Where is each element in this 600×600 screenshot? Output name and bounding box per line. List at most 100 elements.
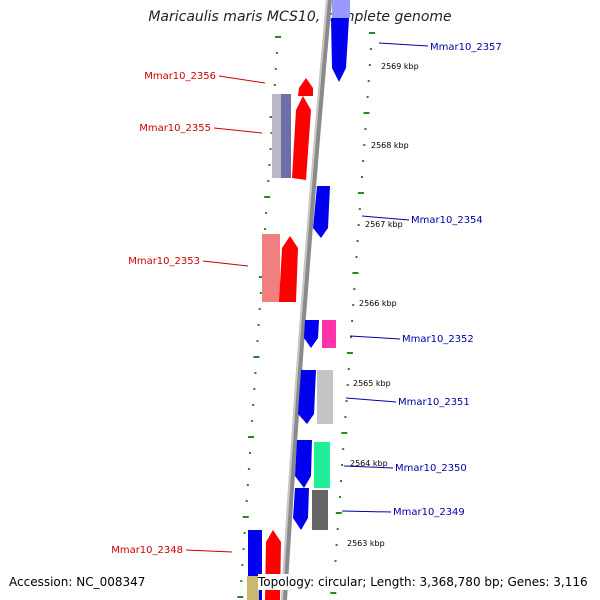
minor-tick [254, 372, 257, 374]
minor-tick [357, 224, 360, 226]
minor-tick [361, 176, 363, 178]
minor-tick [344, 416, 347, 418]
position-label: 2564 kbp [350, 459, 388, 468]
backbone-highlight [281, 0, 328, 600]
major-tick [357, 192, 364, 194]
topology-text: Topology: circular; Length: 3,368,780 bp… [258, 574, 590, 590]
minor-tick [249, 452, 251, 454]
minor-tick [270, 132, 273, 134]
gene-feature[interactable] [279, 236, 298, 302]
leader-line [349, 335, 401, 340]
minor-tick [368, 64, 371, 66]
major-tick [369, 32, 375, 34]
minor-tick [245, 500, 248, 502]
minor-tick [243, 532, 246, 534]
gene-feature[interactable] [295, 440, 312, 488]
position-label: 2566 kbp [359, 299, 397, 308]
minor-tick [334, 560, 337, 562]
major-tick [346, 352, 353, 354]
leader-line [361, 215, 410, 221]
minor-tick [351, 320, 354, 322]
minor-tick [369, 48, 372, 50]
gene-feature[interactable] [331, 18, 349, 82]
minor-tick [273, 84, 276, 86]
major-tick [264, 196, 271, 198]
major-tick [352, 272, 359, 274]
right-tick-ring [330, 32, 375, 594]
position-label: 2565 kbp [353, 379, 391, 388]
gene-label[interactable]: Mmar10_2354 [411, 215, 483, 226]
minor-tick [353, 288, 356, 290]
gene-label[interactable]: Mmar10_2352 [402, 334, 474, 345]
gene-feature[interactable] [332, 0, 350, 18]
genome-backbone [281, 0, 332, 600]
gene-label[interactable]: Mmar10_2349 [393, 507, 465, 518]
gene-feature[interactable] [262, 234, 280, 302]
minor-tick [366, 96, 369, 98]
minor-tick [352, 304, 355, 306]
major-tick [275, 36, 281, 38]
minor-tick [342, 448, 345, 450]
gene-feature[interactable] [314, 442, 330, 488]
minor-tick [350, 336, 352, 338]
minor-tick [336, 528, 339, 530]
minor-tick [367, 80, 370, 82]
gene-feature[interactable] [272, 94, 282, 178]
gene-label[interactable]: Mmar10_2356 [144, 71, 216, 82]
minor-tick [251, 420, 254, 422]
gene-feature[interactable] [312, 490, 328, 530]
major-tick [237, 596, 244, 598]
minor-tick [362, 160, 365, 162]
leader-line [213, 127, 263, 134]
minor-tick [341, 464, 344, 466]
gene-label[interactable]: Mmar10_2350 [395, 463, 467, 474]
leader-line [185, 549, 233, 553]
leader-line [202, 260, 249, 267]
gene-label[interactable]: Mmar10_2353 [128, 256, 200, 267]
minor-tick [335, 544, 338, 546]
minor-tick [267, 180, 270, 182]
minor-tick [268, 164, 271, 166]
gene-label[interactable]: Mmar10_2355 [139, 123, 211, 134]
gene-label[interactable]: Mmar10_2348 [111, 545, 183, 556]
gene-feature[interactable] [293, 488, 309, 530]
minor-tick [363, 144, 366, 146]
minor-tick [241, 564, 244, 566]
minor-tick [258, 308, 261, 310]
minor-tick [364, 128, 367, 130]
minor-tick [355, 256, 358, 258]
position-label: 2568 kbp [371, 141, 409, 150]
gene-feature[interactable] [322, 320, 336, 348]
gene-label[interactable]: Mmar10_2351 [398, 397, 470, 408]
minor-tick [253, 388, 256, 390]
minor-tick [256, 340, 259, 342]
position-label: 2567 kbp [365, 220, 403, 229]
left-tick-ring [237, 36, 281, 598]
minor-tick [257, 324, 260, 326]
minor-tick [347, 368, 350, 370]
leader-line [378, 42, 429, 47]
gene-feature[interactable] [317, 370, 333, 424]
minor-tick [265, 212, 268, 214]
minor-tick [275, 52, 278, 54]
accession-text: Accession: NC_008347 [9, 574, 146, 590]
minor-tick [340, 480, 342, 482]
gene-label[interactable]: Mmar10_2357 [430, 42, 502, 53]
gene-feature[interactable] [304, 320, 319, 348]
major-tick [330, 592, 337, 594]
major-tick [335, 512, 342, 514]
leader-line [345, 397, 397, 403]
gene-feature[interactable] [247, 576, 259, 600]
leader-line [343, 465, 394, 469]
gene-feature[interactable] [298, 370, 316, 424]
minor-tick [338, 496, 341, 498]
gene-feature[interactable] [313, 186, 330, 238]
leader-line [341, 510, 392, 513]
gene-feature[interactable] [292, 96, 311, 180]
gene-feature[interactable] [298, 78, 313, 96]
minor-tick [346, 384, 349, 386]
minor-tick [259, 292, 262, 294]
gene-feature[interactable] [281, 94, 291, 178]
major-tick [253, 356, 260, 358]
